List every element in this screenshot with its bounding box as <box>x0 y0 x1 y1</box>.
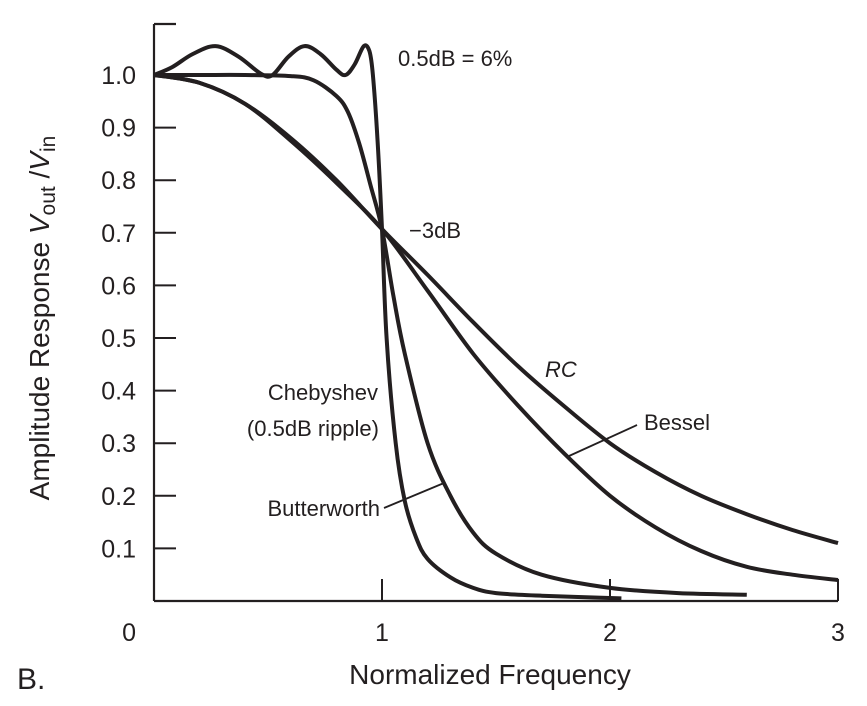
chebyshev-label: Chebyshev <box>268 380 378 405</box>
series-line-chebyshev-0-5db-ripple <box>153 43 622 601</box>
chebyshev-ripple-label: (0.5dB ripple) <box>247 416 379 441</box>
series-line-rc <box>153 73 839 546</box>
rc-label: RC <box>545 357 577 382</box>
ripple-annotation: 0.5dB = 6% <box>398 46 512 71</box>
y-tick-label: 0.1 <box>101 535 136 563</box>
y-origin-label: 0 <box>122 619 136 647</box>
series-line-butterworth <box>153 72 747 597</box>
butterworth-leader-line <box>383 482 445 509</box>
minus-3db-annotation: −3dB <box>409 218 461 243</box>
y-tick-label: 0.3 <box>101 430 136 458</box>
y-axis-title: Amplitude Response Vout /Vin <box>24 136 60 501</box>
y-tick-label: 0.2 <box>101 483 136 511</box>
bessel-label: Bessel <box>644 410 710 435</box>
series-line-bessel <box>153 73 839 582</box>
labels: 0.5dB = 6% −3dB RC Bessel Chebyshev (0.5… <box>17 46 710 696</box>
x-tick-label: 2 <box>603 619 617 647</box>
y-tick-label: 0.5 <box>101 325 136 353</box>
y-tick-label: 0.8 <box>101 167 136 195</box>
y-tick-label: 0.9 <box>101 115 136 143</box>
x-tick-label: 1 <box>375 619 389 647</box>
bessel-leader-line <box>568 424 638 457</box>
y-tick-label: 0.4 <box>101 378 136 406</box>
x-axis-title: Normalized Frequency <box>349 659 631 690</box>
butterworth-label: Butterworth <box>268 496 381 521</box>
y-tick-label: 0.7 <box>101 220 136 248</box>
curves <box>153 43 839 601</box>
panel-label: B. <box>17 663 45 696</box>
y-tick-label: 0.6 <box>101 272 136 300</box>
y-tick-label: 1.0 <box>101 62 136 90</box>
axes: 0.1 0.2 0.3 0.4 0.5 0.6 0.7 0.8 0.9 1.0 0 1 2 3 <box>101 22 845 647</box>
x-tick-label: 3 <box>831 619 845 647</box>
